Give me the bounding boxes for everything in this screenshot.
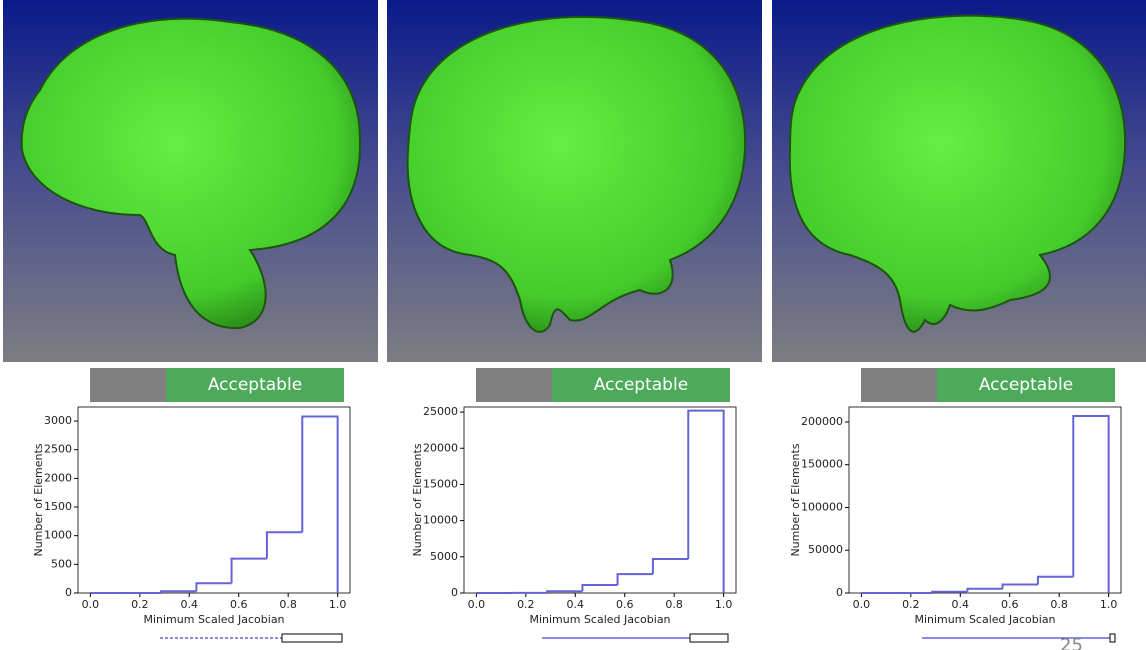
y-axis-label: Number of Elements: [789, 443, 802, 556]
y-tick-label: 1000: [44, 529, 72, 542]
y-tick-label: 10000: [423, 514, 458, 527]
plot-frame: [848, 406, 1122, 594]
x-tick-label: 0.6: [230, 598, 248, 611]
x-tick-label: 1.0: [329, 598, 347, 611]
band-rejected: [90, 368, 166, 402]
histogram-step: [301, 415, 339, 593]
histogram-step: [265, 531, 303, 559]
x-tick-label: 0.4: [952, 598, 970, 611]
mesh-image: [387, 0, 762, 362]
y-axis-label: Number of Elements: [32, 443, 45, 556]
y-tick-label: 200000: [801, 415, 843, 428]
x-tick-label: 0.4: [567, 598, 585, 611]
y-tick-label: 0: [65, 586, 72, 599]
plot-frame: [463, 406, 737, 594]
boxplot-strip: [160, 633, 1116, 643]
histogram-step: [230, 557, 267, 584]
x-axis-label: Minimum Scaled Jacobian: [529, 613, 670, 626]
histogram-step: [1036, 575, 1074, 585]
y-tick-label: 5000: [430, 550, 458, 563]
histogram-step: [160, 590, 197, 593]
y-tick-label: 150000: [801, 458, 843, 471]
band-label: Acceptable: [979, 375, 1073, 395]
y-tick-label: 0: [836, 586, 843, 599]
histogram-step: [651, 557, 689, 575]
histogram-step: [581, 584, 618, 592]
y-axis-label: Number of Elements: [411, 443, 424, 556]
y-tick-label: 3000: [44, 414, 72, 427]
x-tick-label: 0.0: [82, 598, 100, 611]
x-axis-label: Minimum Scaled Jacobian: [914, 613, 1055, 626]
x-tick-label: 0.2: [131, 598, 149, 611]
band-label: Acceptable: [208, 375, 302, 395]
page-number: 25: [1060, 635, 1083, 650]
histogram-step: [616, 573, 653, 586]
x-tick-label: 0.0: [468, 598, 486, 611]
histogram-step: [966, 587, 1003, 592]
y-tick-label: 15000: [423, 477, 458, 490]
x-tick-label: 0.6: [1001, 598, 1019, 611]
x-tick-label: 0.2: [902, 598, 920, 611]
x-tick-label: 1.0: [715, 598, 733, 611]
histogram-step: [931, 590, 968, 593]
x-tick-label: 0.8: [1050, 598, 1068, 611]
histogram-step: [546, 590, 583, 593]
band-label: Acceptable: [594, 375, 688, 395]
y-tick-label: 2000: [44, 471, 72, 484]
x-axis-label: Minimum Scaled Jacobian: [143, 613, 284, 626]
band-acceptable: [937, 368, 1115, 402]
x-tick-label: 0.6: [616, 598, 634, 611]
x-tick-label: 0.0: [853, 598, 871, 611]
band-rejected: [861, 368, 937, 402]
plot-frame: [77, 406, 351, 594]
histogram-step: [687, 409, 725, 593]
x-tick-label: 0.8: [279, 598, 297, 611]
y-tick-label: 20000: [423, 441, 458, 454]
band-acceptable: [166, 368, 344, 402]
y-tick-label: 100000: [801, 500, 843, 513]
mesh-image: [772, 0, 1146, 362]
y-tick-label: 25000: [423, 405, 458, 418]
y-tick-label: 1500: [44, 500, 72, 513]
histogram-step: [1072, 414, 1110, 593]
mesh-image: [3, 0, 378, 362]
histogram-step: [195, 582, 232, 592]
y-tick-label: 50000: [808, 543, 843, 556]
x-tick-label: 0.8: [665, 598, 683, 611]
x-tick-label: 1.0: [1100, 598, 1118, 611]
x-tick-label: 0.2: [517, 598, 535, 611]
band-rejected: [476, 368, 552, 402]
y-tick-label: 500: [51, 557, 72, 570]
y-tick-label: 0: [451, 586, 458, 599]
y-tick-label: 2500: [44, 443, 72, 456]
histogram-step: [1001, 583, 1038, 589]
x-tick-label: 0.4: [181, 598, 199, 611]
band-acceptable: [552, 368, 730, 402]
